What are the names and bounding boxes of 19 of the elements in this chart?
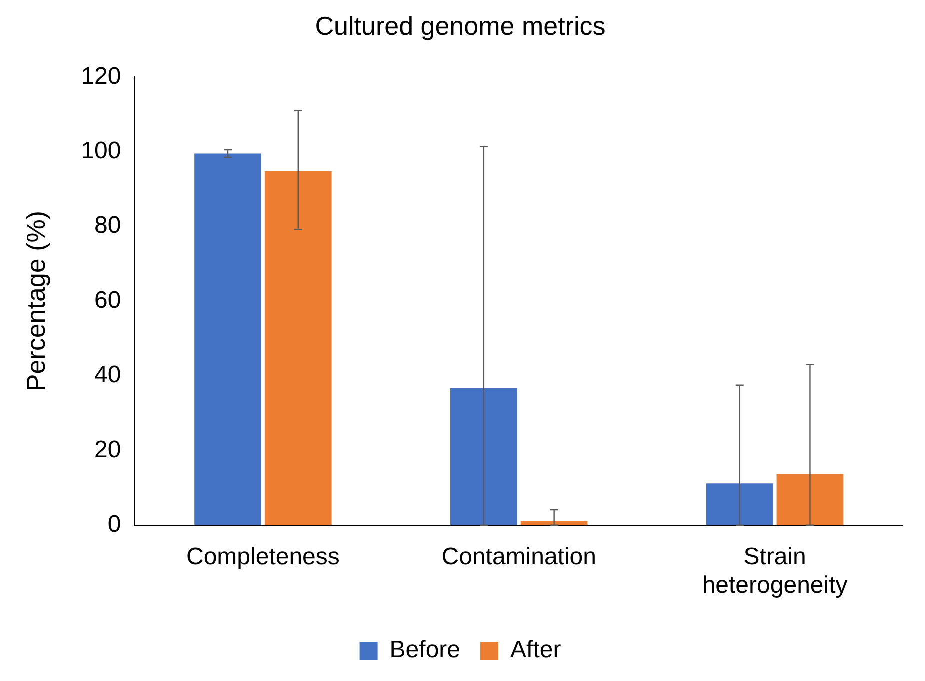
- y-tick-label: 0: [108, 511, 122, 538]
- bar: [706, 484, 774, 526]
- bar: [776, 474, 844, 526]
- y-tick-label: 100: [81, 138, 122, 165]
- chart-title: Cultured genome metrics: [315, 10, 606, 41]
- bar: [450, 388, 518, 526]
- bar: [264, 171, 332, 526]
- y-tick-label: 120: [81, 62, 122, 90]
- x-tick-label: Strain heterogeneity: [702, 543, 848, 600]
- y-tick-label: 40: [94, 362, 122, 389]
- x-tick-label: Contamination: [442, 543, 597, 570]
- y-tick-label: 20: [94, 436, 122, 464]
- legend-label: After: [510, 636, 562, 664]
- y-axis-title: Percentage (%): [20, 210, 51, 392]
- y-tick-label: 80: [94, 212, 122, 240]
- legend-label: Before: [390, 636, 461, 664]
- y-tick-label: 60: [94, 286, 122, 314]
- bar: [194, 154, 262, 526]
- x-tick-label: Completeness: [186, 543, 340, 570]
